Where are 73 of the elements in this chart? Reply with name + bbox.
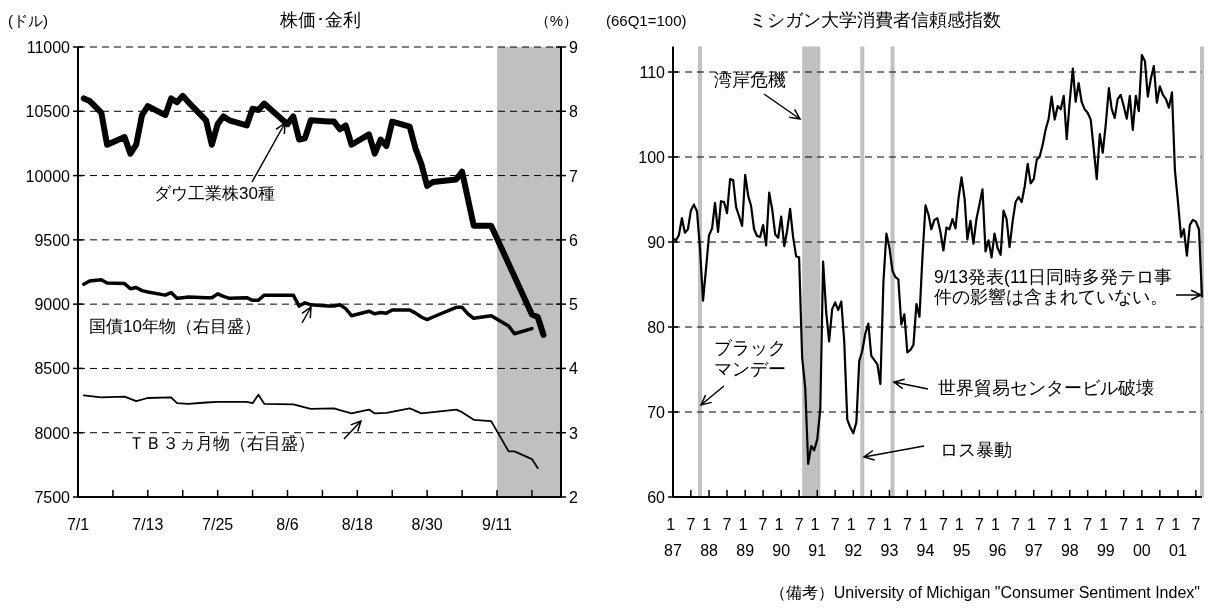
x-tick-label: 1 87 [664, 516, 682, 559]
x-tick-label: 1 93 [880, 516, 899, 559]
y-tick-label: 90 [647, 234, 666, 251]
x-tick-label: 7 [938, 516, 948, 533]
ref-line-label: ロス暴動 [940, 440, 1012, 460]
ref-line-label: 世界貿易センタービル破壊 [938, 378, 1154, 398]
x-tick-label: 8/6 [276, 516, 299, 533]
x-tick-label: 7 [1083, 516, 1093, 533]
x-tick-label: 7 [722, 516, 732, 533]
x-tick-label: 7 [1119, 516, 1129, 533]
y2-axis-title: （%） [534, 12, 578, 29]
series-label: 国債10年物（右目盛） [89, 317, 261, 336]
x-tick-label: 1 95 [952, 516, 971, 559]
text: ダウ工業株30種 [154, 184, 275, 203]
x-tick-label: 7 [866, 516, 876, 533]
x-tick-label: 1 94 [916, 516, 935, 559]
y-tick-label: 100 [638, 149, 666, 166]
x-tick-label: 1 97 [1024, 516, 1043, 559]
ref-line-label: ブラックマンデー [714, 338, 786, 379]
x-tick-label: 8/30 [411, 516, 443, 533]
band-label: 湾岸危機 [714, 70, 786, 90]
x-tick-label: 7 [830, 516, 840, 533]
x-tick-label: 7 [902, 516, 912, 533]
x-tick-label: 7 [1191, 516, 1201, 533]
y2-tick-label: 4 [569, 360, 578, 378]
y2-tick-label: 6 [569, 231, 578, 249]
x-tick-label: 1 91 [808, 516, 827, 559]
y2-tick-label: 3 [569, 424, 578, 442]
x-tick-label: 1 88 [700, 516, 719, 559]
y-tick-label: 110 [639, 64, 666, 81]
x-tick-label: 1 90 [772, 516, 791, 559]
y2-tick-label: 2 [569, 489, 578, 506]
chart-title: 株価･金利 [278, 10, 361, 30]
x-tick-label: 1 96 [988, 516, 1007, 559]
x-tick-label: 7/13 [132, 516, 164, 533]
ref-line-label: 9/13発表(11日同時多発テロ事件の影響は含まれていない。 [934, 267, 1173, 308]
x-tick-label: 7/25 [202, 516, 234, 533]
y-axis-title: (ドル) [8, 12, 48, 29]
y-tick-label: 10500 [25, 103, 71, 121]
chart-title: ミシガン大学消費者信頼感指数 [749, 10, 1001, 30]
y-axis-title: (66Q1=100) [606, 12, 687, 29]
x-tick-label: 7 [686, 516, 696, 533]
x-tick-label: 7 [758, 516, 768, 533]
y-tick-label: 9500 [34, 231, 71, 249]
x-tick-label: 7 [794, 516, 804, 533]
y2-tick-label: 5 [569, 296, 578, 314]
x-tick-label: 7/1 [66, 516, 90, 533]
series-label: ＴＢ３ヵ月物（右目盛） [128, 434, 315, 453]
y-tick-label: 70 [647, 404, 666, 421]
x-tick-label: 1 89 [736, 516, 755, 559]
x-tick-label: 7 [1011, 516, 1021, 533]
x-tick-label: 1 01 [1169, 516, 1187, 559]
y-tick-label: 7500 [34, 489, 71, 506]
y-tick-label: 8000 [34, 424, 71, 442]
y2-tick-label: 8 [569, 103, 578, 121]
x-tick-label: 9/11 [482, 516, 513, 533]
x-tick-label: 8/18 [341, 516, 373, 533]
y2-tick-label: 9 [569, 39, 578, 56]
x-tick-label: 7 [1155, 516, 1165, 533]
text: （備考）University of Michigan "Consumer Sentiment Index" [769, 584, 1200, 601]
y-tick-label: 8500 [34, 360, 71, 378]
y-tick-label: 10000 [25, 167, 71, 185]
x-tick-label: 1 98 [1060, 516, 1079, 559]
x-tick-label: 1 99 [1096, 516, 1115, 559]
x-tick-label: 1 00 [1132, 516, 1151, 559]
y2-tick-label: 7 [569, 167, 578, 185]
y-tick-label: 11000 [26, 39, 71, 56]
x-tick-label: 7 [1047, 516, 1057, 533]
y-tick-label: 80 [647, 319, 666, 336]
y-tick-label: 60 [647, 489, 666, 506]
y-tick-label: 9000 [34, 296, 71, 314]
x-tick-label: 7 [974, 516, 984, 533]
x-tick-label: 1 92 [844, 516, 863, 559]
